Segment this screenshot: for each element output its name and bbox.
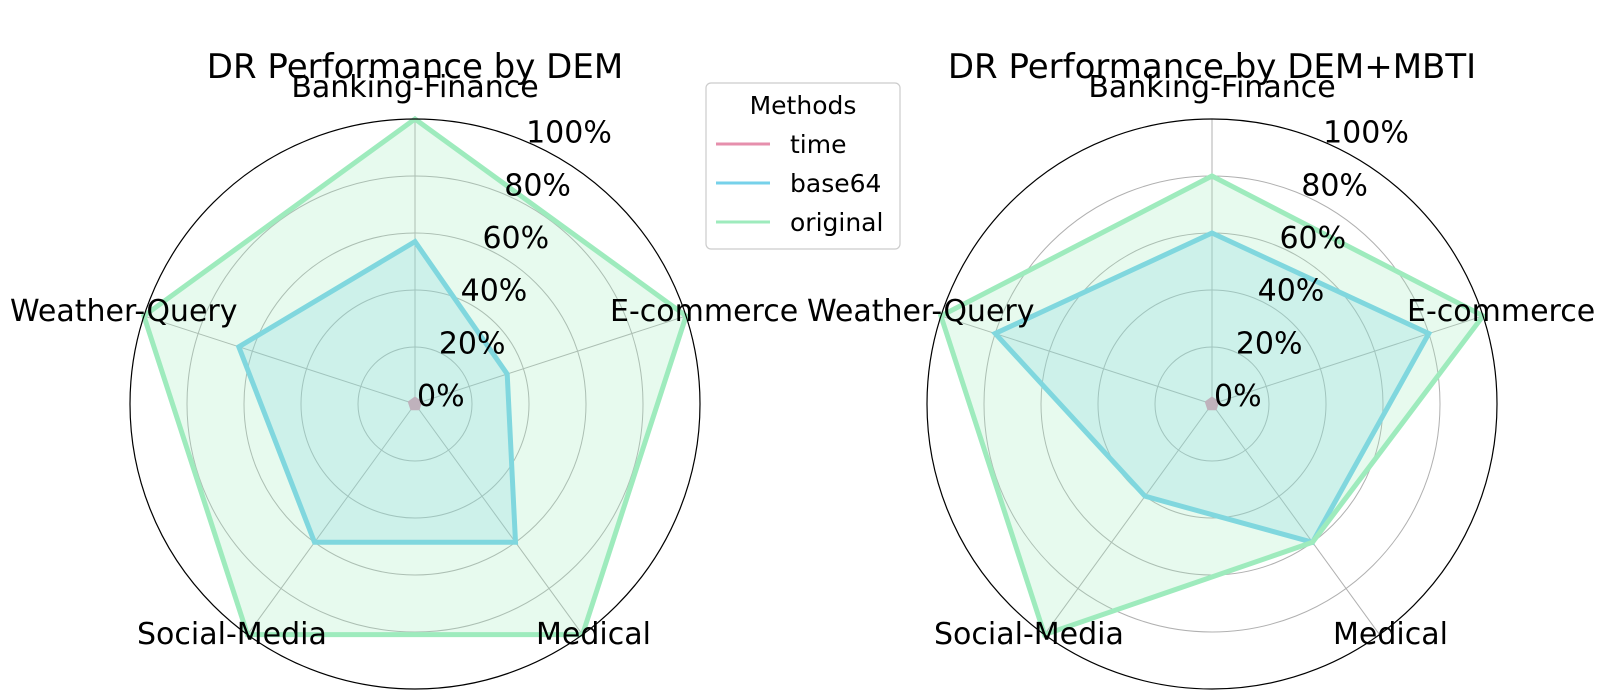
spoke-weather-query	[143, 315, 416, 405]
category-label-weather-query: Weather-Query	[10, 294, 238, 329]
series-line-base64	[991, 230, 1433, 546]
r-tick-label: 20%	[1236, 326, 1303, 361]
legend: Methods time base64 original	[705, 82, 901, 250]
legend-frame	[705, 82, 901, 250]
r-tick-label: 80%	[1301, 168, 1368, 203]
r-tick-label: 100%	[1323, 116, 1409, 151]
series-fill-original	[143, 119, 687, 635]
legend-label-base64: base64	[790, 169, 881, 198]
spoke-social-media	[1044, 403, 1213, 635]
series-fill-base64	[995, 233, 1429, 543]
r-tick-label: 40%	[1258, 274, 1325, 309]
category-label-weather-query: Weather-Query	[807, 294, 1035, 329]
category-label-medical: Medical	[536, 617, 651, 652]
r-tick-label: 0%	[417, 379, 465, 414]
radar-chart-dem-mbti: DR Performance by DEM+MBTI 0% 20% 40% 60% 80%…	[807, 47, 1595, 690]
series-line-original	[140, 115, 690, 638]
outer-frame	[129, 118, 701, 690]
category-label-social-media: Social-Media	[137, 617, 327, 652]
spoke-e-commerce	[414, 315, 687, 405]
r-tick-label: 80%	[504, 168, 571, 203]
r-tick-label: 100%	[526, 116, 612, 151]
legend-title: Methods	[750, 91, 857, 120]
spoke-social-media	[247, 403, 416, 635]
spoke-medical	[1211, 403, 1380, 635]
chart-title: DR Performance by DEM+MBTI	[948, 47, 1476, 87]
series-marker-time	[1204, 396, 1220, 411]
category-label-e-commerce: E-commerce	[1407, 294, 1595, 329]
series-fill-base64	[238, 241, 516, 543]
series-marker-time	[407, 396, 423, 411]
r-tick-label: 20%	[439, 326, 506, 361]
category-label-e-commerce: E-commerce	[610, 294, 798, 329]
series-line-base64	[235, 238, 519, 545]
series-line-original	[937, 173, 1487, 638]
r-tick-label: 40%	[461, 274, 528, 309]
r-tick-label: 60%	[482, 221, 549, 256]
r-tick-label: 0%	[1214, 379, 1262, 414]
series-fill-original	[940, 176, 1484, 635]
legend-label-original: original	[790, 208, 883, 237]
spoke-medical	[414, 403, 583, 635]
spoke-weather-query	[940, 315, 1213, 405]
legend-label-time: time	[790, 130, 846, 159]
chart-title: DR Performance by DEM	[207, 47, 623, 87]
spoke-e-commerce	[1211, 315, 1484, 405]
r-tick-label: 60%	[1279, 221, 1346, 256]
outer-frame	[926, 118, 1498, 690]
category-label-medical: Medical	[1333, 617, 1448, 652]
radar-chart-dem: DR Performance by DEM 0% 20% 40% 60% 80% 100% B…	[10, 47, 798, 690]
category-label-social-media: Social-Media	[934, 617, 1124, 652]
category-label-banking-finance: Banking-Finance	[291, 70, 538, 105]
category-label-banking-finance: Banking-Finance	[1088, 70, 1335, 105]
